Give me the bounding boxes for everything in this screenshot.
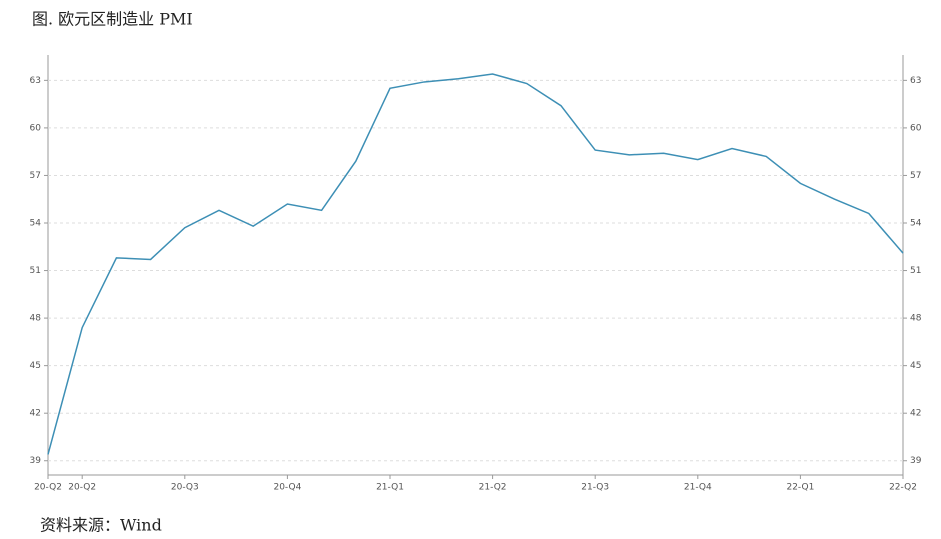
y2-tick-label: 39 <box>910 456 922 466</box>
x-tick-label: 20-Q4 <box>273 483 301 493</box>
y2-tick-label: 45 <box>910 361 921 371</box>
y-tick-label: 54 <box>30 219 42 229</box>
data-line <box>47 73 904 455</box>
y-tick-label: 60 <box>30 123 42 133</box>
y-tick-label: 63 <box>30 76 41 86</box>
y2-tick-label: 63 <box>910 76 921 86</box>
x-tick-label: 21-Q2 <box>479 483 507 493</box>
y2-tick-label: 57 <box>910 171 921 181</box>
x-tick-label: 20-Q2 <box>68 483 96 493</box>
y2-tick-label: 48 <box>910 314 922 324</box>
x-tick-label: 21-Q1 <box>376 483 404 493</box>
source-note: 资料来源：Wind <box>40 516 162 535</box>
y-tick-label: 57 <box>30 171 41 181</box>
y2-tick-label: 51 <box>910 266 921 276</box>
x-tick-label: 20-Q2 <box>34 483 62 493</box>
y2-tick-label: 42 <box>910 409 921 419</box>
x-tick-label: 22-Q2 <box>889 483 917 493</box>
y-tick-label: 51 <box>30 266 41 276</box>
y-tick-label: 39 <box>30 456 42 466</box>
y-tick-label: 48 <box>30 314 42 324</box>
x-tick-label: 22-Q1 <box>786 483 814 493</box>
x-tick-label: 21-Q4 <box>684 483 712 493</box>
y-tick-label: 45 <box>30 361 41 371</box>
y2-tick-label: 54 <box>910 219 922 229</box>
y-tick-label: 42 <box>30 409 41 419</box>
x-tick-label: 20-Q3 <box>171 483 199 493</box>
chart-title: 图. 欧元区制造业 PMI <box>32 10 193 29</box>
y2-tick-label: 60 <box>910 123 922 133</box>
x-tick-label: 21-Q3 <box>581 483 609 493</box>
